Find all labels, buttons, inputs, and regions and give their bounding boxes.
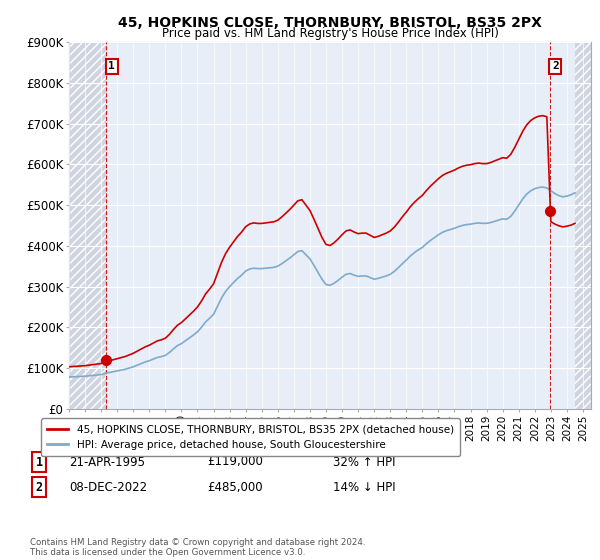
Text: 2: 2 (552, 62, 559, 72)
45, HOPKINS CLOSE, THORNBURY, BRISTOL, BS35 2PX (detached house) (571, 220, 578, 227)
Line: 45, HOPKINS CLOSE, THORNBURY, BRISTOL, BS35 2PX (detached house): 45, HOPKINS CLOSE, THORNBURY, BRISTOL, B… (69, 116, 575, 367)
Text: Contains HM Land Registry data © Crown copyright and database right 2024.
This d: Contains HM Land Registry data © Crown c… (30, 538, 365, 557)
Text: 08-DEC-2022: 08-DEC-2022 (69, 480, 147, 494)
HPI: Average price, detached house, South Gloucestershire: (1.99e+03, 7.8e+04): Average price, detached house, South Glo… (65, 374, 73, 380)
HPI: Average price, detached house, South Gloucestershire: (2.01e+03, 3.22e+05): Average price, detached house, South Glo… (367, 274, 374, 281)
Legend: 45, HOPKINS CLOSE, THORNBURY, BRISTOL, BS35 2PX (detached house), HPI: Average p: 45, HOPKINS CLOSE, THORNBURY, BRISTOL, B… (41, 418, 460, 456)
Text: 21-APR-1995: 21-APR-1995 (69, 455, 145, 469)
HPI: Average price, detached house, South Gloucestershire: (2.02e+03, 5.44e+05): Average price, detached house, South Glo… (539, 184, 547, 190)
Text: 32% ↑ HPI: 32% ↑ HPI (333, 455, 395, 469)
Text: 1: 1 (109, 62, 115, 72)
Text: Price paid vs. HM Land Registry's House Price Index (HPI): Price paid vs. HM Land Registry's House … (161, 27, 499, 40)
Text: 45, HOPKINS CLOSE, THORNBURY, BRISTOL, BS35 2PX: 45, HOPKINS CLOSE, THORNBURY, BRISTOL, B… (118, 16, 542, 30)
HPI: Average price, detached house, South Gloucestershire: (2.02e+03, 4.6e+05): Average price, detached house, South Glo… (491, 218, 498, 225)
Text: 14% ↓ HPI: 14% ↓ HPI (333, 480, 395, 494)
Bar (575, 42, 591, 409)
45, HOPKINS CLOSE, THORNBURY, BRISTOL, BS35 2PX (detached house) (367, 232, 374, 239)
Text: £485,000: £485,000 (207, 480, 263, 494)
HPI: Average price, detached house, South Gloucestershire: (2.02e+03, 5.43e+05): Average price, detached house, South Glo… (535, 184, 542, 191)
HPI: Average price, detached house, South Gloucestershire: (2.01e+03, 3.3e+05): Average price, detached house, South Glo… (386, 271, 394, 278)
45, HOPKINS CLOSE, THORNBURY, BRISTOL, BS35 2PX (detached house) (386, 227, 394, 234)
45, HOPKINS CLOSE, THORNBURY, BRISTOL, BS35 2PX (detached house) (535, 113, 542, 119)
45, HOPKINS CLOSE, THORNBURY, BRISTOL, BS35 2PX (detached house) (65, 363, 73, 370)
HPI: Average price, detached house, South Gloucestershire: (2.02e+03, 5.3e+05): Average price, detached house, South Glo… (571, 189, 578, 196)
Text: 1: 1 (35, 455, 43, 469)
45, HOPKINS CLOSE, THORNBURY, BRISTOL, BS35 2PX (detached house) (359, 230, 366, 236)
45, HOPKINS CLOSE, THORNBURY, BRISTOL, BS35 2PX (detached house) (89, 361, 97, 368)
Line: HPI: Average price, detached house, South Gloucestershire: HPI: Average price, detached house, Sout… (69, 187, 575, 377)
45, HOPKINS CLOSE, THORNBURY, BRISTOL, BS35 2PX (detached house) (491, 157, 498, 164)
45, HOPKINS CLOSE, THORNBURY, BRISTOL, BS35 2PX (detached house) (539, 113, 547, 119)
Text: 2: 2 (35, 480, 43, 494)
Text: £119,000: £119,000 (207, 455, 263, 469)
HPI: Average price, detached house, South Gloucestershire: (1.99e+03, 8.2e+04): Average price, detached house, South Glo… (89, 372, 97, 379)
Bar (69, 42, 106, 409)
HPI: Average price, detached house, South Gloucestershire: (2.01e+03, 3.26e+05): Average price, detached house, South Glo… (359, 273, 366, 279)
